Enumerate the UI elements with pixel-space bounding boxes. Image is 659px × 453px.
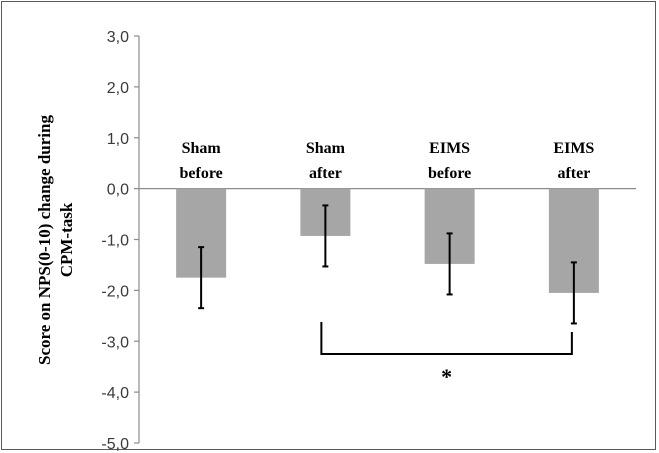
y-tick-label: 0,0 bbox=[107, 182, 129, 199]
category-label: EIMS bbox=[429, 140, 470, 157]
y-tick-label: 1,0 bbox=[107, 131, 129, 148]
significance-bracket-line bbox=[320, 322, 573, 355]
category-labels: Sham before Sham after EIMS before EIMS after bbox=[180, 140, 595, 182]
y-tick-label: -5,0 bbox=[101, 436, 129, 453]
significance-bracket: * bbox=[320, 322, 573, 389]
y-axis-label-line-2: CPM-task bbox=[57, 202, 76, 277]
category-label: EIMS bbox=[553, 140, 594, 157]
category-label: before bbox=[180, 165, 223, 182]
y-axis-label-line-1: Score on NPS(0-10) change during bbox=[35, 115, 54, 365]
category-label: after bbox=[557, 165, 590, 182]
significance-marker: * bbox=[441, 364, 452, 389]
category-label: Sham bbox=[306, 140, 346, 157]
y-tick-label: -1,0 bbox=[101, 233, 129, 250]
y-tick-label: 3,0 bbox=[107, 29, 129, 46]
bars bbox=[176, 188, 599, 325]
y-tick-label: -2,0 bbox=[101, 283, 129, 300]
category-label: Sham bbox=[182, 140, 222, 157]
y-tick-label: 2,0 bbox=[107, 80, 129, 97]
y-tick-label: -4,0 bbox=[101, 385, 129, 402]
category-label: before bbox=[428, 165, 471, 182]
category-label: after bbox=[309, 165, 342, 182]
y-tick-label: -3,0 bbox=[101, 334, 129, 351]
